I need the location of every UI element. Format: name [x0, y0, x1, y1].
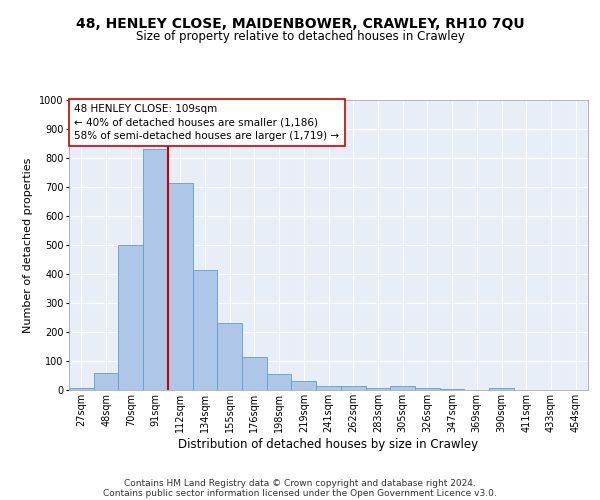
Text: Size of property relative to detached houses in Crawley: Size of property relative to detached ho… [136, 30, 464, 43]
Text: Contains public sector information licensed under the Open Government Licence v3: Contains public sector information licen… [103, 488, 497, 498]
Bar [390, 386, 415, 390]
Bar [267, 374, 292, 390]
Bar [242, 356, 267, 390]
Bar [292, 380, 316, 390]
Text: 48, HENLEY CLOSE, MAIDENBOWER, CRAWLEY, RH10 7QU: 48, HENLEY CLOSE, MAIDENBOWER, CRAWLEY, … [76, 18, 524, 32]
Bar [118, 245, 143, 390]
Y-axis label: Number of detached properties: Number of detached properties [23, 158, 34, 332]
Bar [193, 270, 217, 390]
Bar [440, 388, 464, 390]
Bar [316, 386, 341, 390]
Bar [143, 150, 168, 390]
Bar [69, 388, 94, 390]
Bar [415, 388, 440, 390]
X-axis label: Distribution of detached houses by size in Crawley: Distribution of detached houses by size … [178, 438, 479, 450]
Bar [168, 182, 193, 390]
Text: 48 HENLEY CLOSE: 109sqm
← 40% of detached houses are smaller (1,186)
58% of semi: 48 HENLEY CLOSE: 109sqm ← 40% of detache… [74, 104, 340, 141]
Bar [341, 386, 365, 390]
Bar [217, 324, 242, 390]
Bar [489, 388, 514, 390]
Bar [365, 388, 390, 390]
Text: Contains HM Land Registry data © Crown copyright and database right 2024.: Contains HM Land Registry data © Crown c… [124, 478, 476, 488]
Bar [94, 374, 118, 390]
